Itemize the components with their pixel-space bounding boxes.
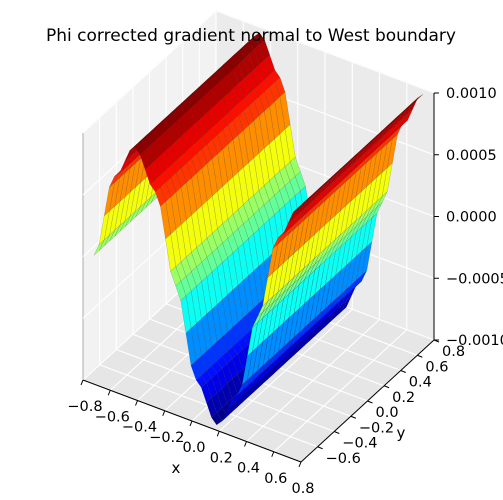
y-axis-label: y — [397, 424, 406, 442]
y-tick-label: 0.6 — [425, 359, 448, 375]
z-tick-label: 0.0005 — [446, 148, 497, 164]
x-tick-label: 0.0 — [182, 440, 205, 456]
x-tick-label: 0.6 — [264, 471, 287, 487]
x-tick-mark — [216, 431, 220, 437]
x-tick-mark — [244, 441, 247, 447]
x-tick-label: −0.4 — [122, 420, 157, 436]
x-tick-mark — [298, 461, 302, 468]
y-tick-mark — [317, 446, 323, 450]
tick-labels: −0.8−0.6−0.4−0.20.00.20.40.60.8−0.6−0.4−… — [67, 86, 503, 497]
z-tick-label: 0.0000 — [446, 210, 497, 226]
surface-patch — [293, 203, 304, 213]
y-tick-label: −0.6 — [326, 451, 361, 467]
y-tick-label: 0.4 — [409, 375, 432, 391]
y-tick-label: −0.4 — [342, 436, 377, 452]
x-tick-label: 0.8 — [291, 481, 314, 497]
y-tick-label: 0.0 — [376, 405, 399, 421]
x-tick-mark — [271, 451, 275, 457]
x-tick-label: 0.2 — [210, 450, 233, 466]
x-tick-label: −0.2 — [149, 430, 184, 446]
surface — [93, 32, 424, 426]
y-tick-label: 0.8 — [442, 344, 465, 360]
y-tick-mark — [400, 370, 406, 373]
x-tick-mark — [162, 410, 166, 416]
x-tick-label: −0.6 — [95, 409, 130, 425]
y-tick-label: −0.2 — [359, 420, 394, 436]
y-tick-mark — [383, 385, 390, 389]
y-tick-mark — [350, 415, 357, 419]
y-tick-mark — [417, 354, 423, 358]
z-tick-label: −0.0005 — [446, 271, 503, 287]
y-tick-mark — [367, 400, 373, 404]
x-tick-label: 0.4 — [237, 461, 260, 477]
x-tick-mark — [135, 400, 138, 406]
y-tick-label: 0.2 — [392, 390, 415, 406]
x-tick-label: −0.8 — [67, 399, 102, 415]
z-tick-label: −0.0010 — [446, 333, 503, 349]
x-tick-mark — [189, 420, 193, 427]
x-tick-mark — [107, 390, 111, 396]
y-tick-mark — [334, 431, 340, 434]
z-tick-label: 0.0010 — [446, 86, 497, 102]
chart-title: Phi corrected gradient normal to West bo… — [46, 26, 456, 46]
x-tick-mark — [80, 379, 84, 386]
grid-line-z — [82, 10, 435, 134]
x-axis-label: x — [172, 459, 181, 477]
